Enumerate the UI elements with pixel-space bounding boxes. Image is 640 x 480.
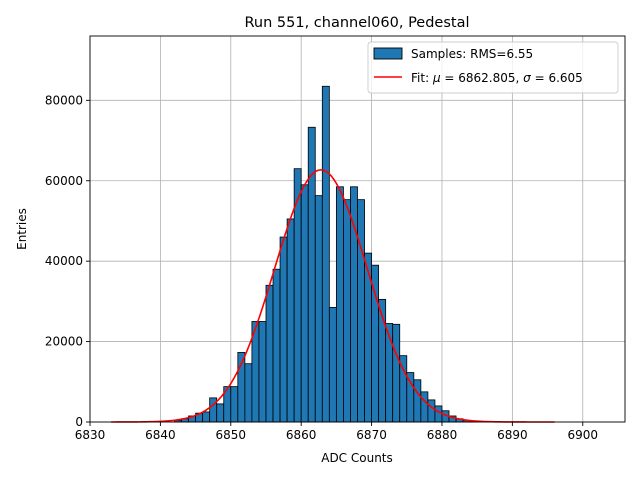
histogram-bar bbox=[307, 126, 316, 423]
legend-samples-label: Samples: RMS=6.55 bbox=[411, 47, 533, 61]
x-axis-ticks: 6830 6840 6850 6860 6870 6880 6890 6900 bbox=[75, 422, 598, 442]
legend-samples-swatch bbox=[373, 47, 403, 60]
x-tick-label: 6900 bbox=[567, 428, 598, 442]
histogram-bar bbox=[265, 284, 274, 423]
histogram-bar bbox=[202, 411, 211, 423]
x-tick-label: 6880 bbox=[427, 428, 458, 442]
x-tick-label: 6850 bbox=[216, 428, 247, 442]
y-axis-ticks: 0 20000 40000 60000 80000 bbox=[45, 93, 90, 429]
histogram-bars bbox=[174, 85, 478, 423]
histogram-bar bbox=[427, 399, 436, 423]
y-axis-label: Entries bbox=[15, 208, 29, 250]
x-tick-label: 6860 bbox=[286, 428, 317, 442]
x-tick-label: 6830 bbox=[75, 428, 106, 442]
histogram-bar bbox=[328, 307, 337, 423]
histogram-bar bbox=[321, 85, 330, 423]
histogram-bar bbox=[216, 403, 225, 423]
histogram-bar bbox=[350, 186, 358, 423]
y-tick-label: 20000 bbox=[45, 335, 83, 349]
histogram-bar bbox=[314, 195, 323, 423]
histogram-bar bbox=[258, 321, 267, 423]
x-tick-label: 6890 bbox=[497, 428, 528, 442]
y-tick-label: 0 bbox=[75, 415, 83, 429]
histogram-bar bbox=[286, 218, 295, 423]
histogram-bar bbox=[392, 323, 401, 423]
x-tick-label: 6870 bbox=[356, 428, 387, 442]
legend: Samples: RMS=6.55 Fit: μ = 6862.805, σ =… bbox=[367, 41, 619, 94]
histogram-bar bbox=[300, 184, 309, 423]
plot-frame bbox=[89, 35, 626, 423]
y-tick-label: 60000 bbox=[45, 174, 83, 188]
histogram-bar bbox=[279, 236, 288, 423]
x-axis-label: ADC Counts bbox=[321, 451, 393, 465]
x-tick-label: 6840 bbox=[145, 428, 176, 442]
histogram-bar bbox=[244, 363, 253, 423]
legend-fit-label: Fit: μ = 6862.805, σ = 6.605 bbox=[411, 71, 583, 85]
histogram-bar bbox=[272, 268, 281, 423]
histogram-bar bbox=[434, 405, 443, 423]
histogram-bar bbox=[343, 199, 351, 423]
histogram-bar bbox=[413, 379, 422, 423]
chart-title: Run 551, channel060, Pedestal bbox=[244, 15, 469, 31]
y-tick-label: 40000 bbox=[45, 254, 83, 268]
fit-curve bbox=[111, 169, 555, 423]
histogram-bar bbox=[420, 391, 429, 423]
y-tick-label: 80000 bbox=[45, 93, 83, 107]
histogram-bar bbox=[406, 372, 415, 423]
histogram-bar bbox=[335, 186, 344, 423]
legend-box bbox=[367, 41, 619, 94]
histogram-bar bbox=[357, 199, 365, 423]
histogram-bar bbox=[230, 386, 239, 423]
